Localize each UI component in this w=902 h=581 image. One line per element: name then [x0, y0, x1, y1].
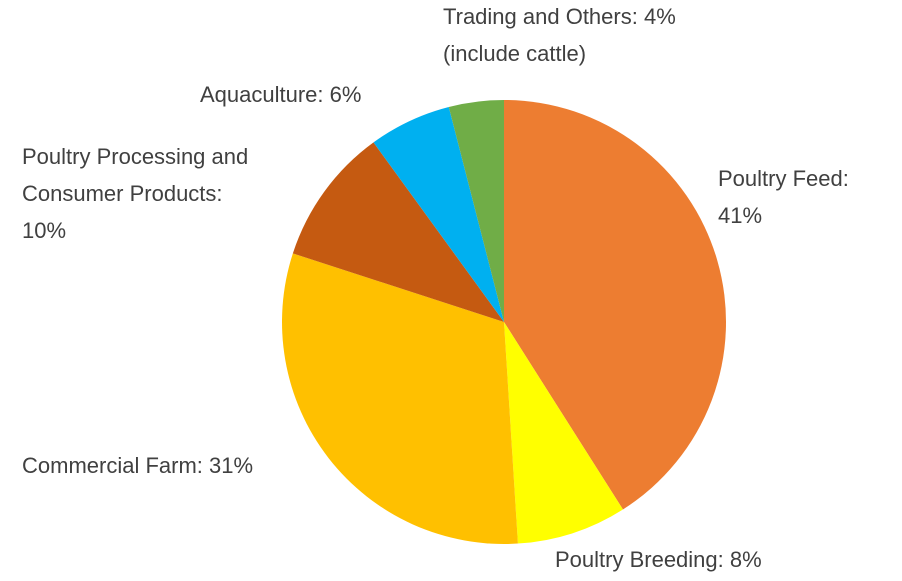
data-label-line: 10%	[22, 218, 66, 243]
data-label: Commercial Farm: 31%	[22, 453, 253, 478]
chart: Poultry Feed: 41% Poultry Breeding: 8% Comm…	[0, 0, 902, 581]
data-label: Aquaculture: 6%	[200, 82, 361, 107]
data-label-line: Poultry Processing and	[22, 144, 248, 169]
data-label: Trading and Others: 4% (include cattle)	[443, 4, 676, 66]
data-label-line: Poultry Breeding: 8%	[555, 547, 762, 572]
data-label-line: Trading and Others: 4%	[443, 4, 676, 29]
data-label: Poultry Breeding: 8%	[555, 547, 762, 572]
data-label: Poultry Feed: 41%	[718, 166, 849, 228]
data-label: Poultry Processing and Consumer Products:…	[22, 144, 248, 243]
data-label-line: (include cattle)	[443, 41, 586, 66]
data-label-line: Consumer Products:	[22, 181, 223, 206]
data-label-line: 41%	[718, 203, 762, 228]
data-label-line: Aquaculture: 6%	[200, 82, 361, 107]
data-label-line: Poultry Feed:	[718, 166, 849, 191]
data-label-line: Commercial Farm: 31%	[22, 453, 253, 478]
